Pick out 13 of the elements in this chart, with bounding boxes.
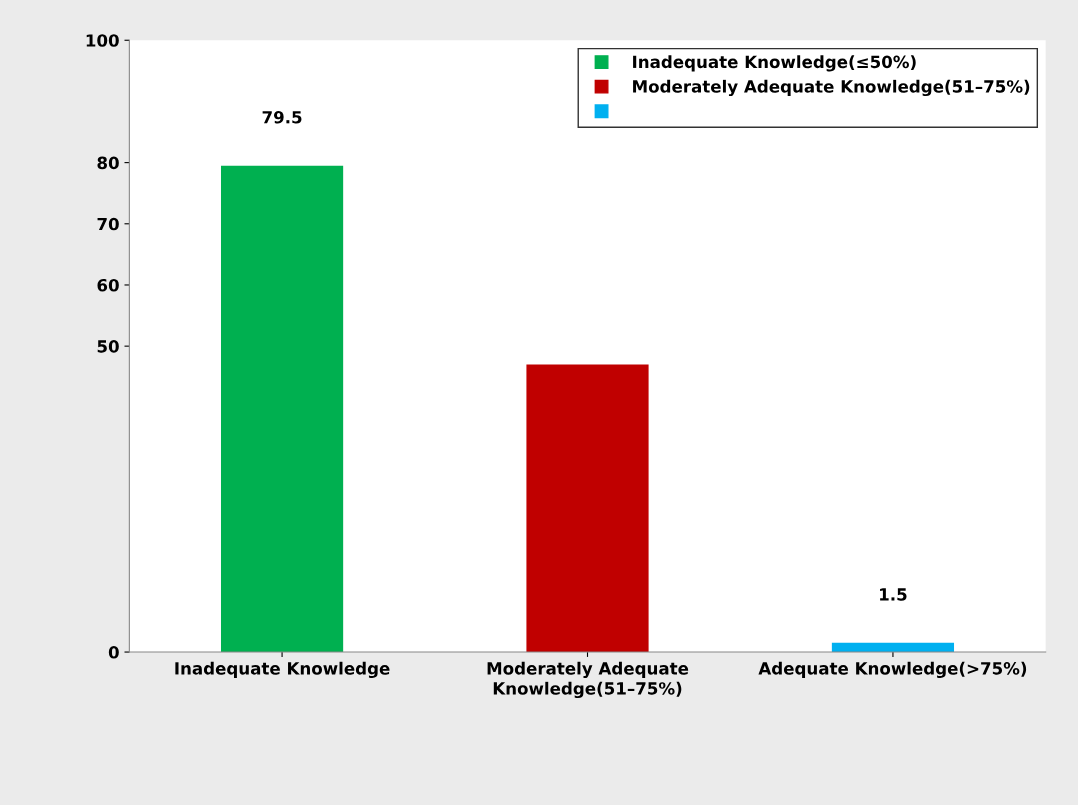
y-tick-label: 0 xyxy=(108,646,119,659)
y-tick-label: 60 xyxy=(97,278,119,292)
y-tick-label: 100 xyxy=(86,34,119,47)
legend-label: Inadequate Knowledge(≤50%) xyxy=(633,55,916,72)
legend-label: Moderately Adequate Knowledge(51–75%) xyxy=(633,79,1030,97)
data-label: 79.5 xyxy=(262,110,302,124)
x-tick-label: Adequate Knowledge(>75%) xyxy=(758,661,1027,679)
y-tick-label: 50 xyxy=(97,340,119,353)
x-tick-label: Inadequate Knowledge xyxy=(175,661,390,679)
y-tick-label: 70 xyxy=(97,217,119,231)
data-label: 1.5 xyxy=(880,588,907,601)
x-tick-label: Moderately Adequate Knowledge(51–75%) xyxy=(487,661,689,699)
y-tick-label: 80 xyxy=(97,156,119,170)
